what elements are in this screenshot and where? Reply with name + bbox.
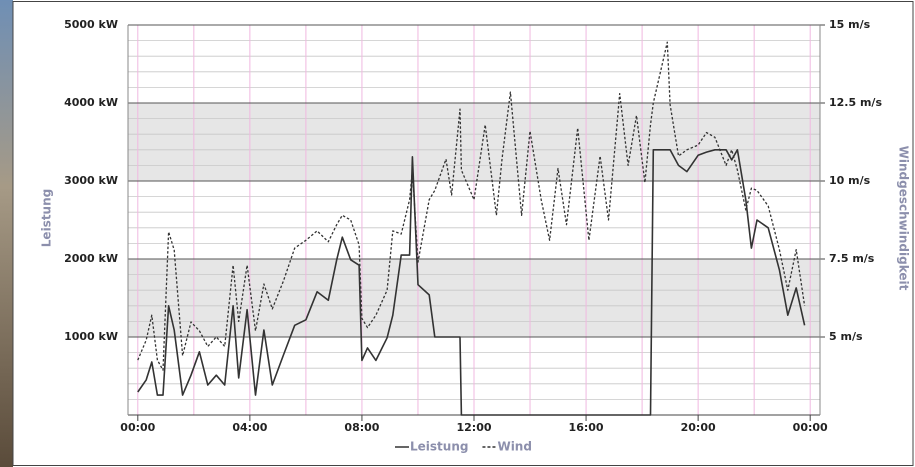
x-tick-label: 20:00 — [681, 421, 716, 434]
x-tick-label: 12:00 — [456, 421, 491, 434]
x-tick-label: 08:00 — [344, 421, 379, 434]
y-tick-label: 4000 kW — [64, 96, 118, 109]
legend-label: Leistung — [410, 440, 468, 454]
y-tick-label: 1000 kW — [64, 330, 118, 343]
y-axis-label: Leistung — [40, 189, 54, 247]
x-tick-label: 04:00 — [232, 421, 267, 434]
x-tick-label: 00:00 — [793, 421, 828, 434]
x-tick-label: 00:00 — [120, 421, 155, 434]
y2-tick-label: 5 m/s — [829, 330, 863, 343]
y2-tick-label: 7.5 m/s — [829, 252, 875, 265]
y-tick-label: 3000 kW — [64, 174, 118, 187]
series-line — [137, 41, 806, 371]
frame — [12, 1, 914, 466]
y-tick-label: 2000 kW — [64, 252, 118, 265]
y2-tick-label: 15 m/s — [829, 18, 871, 31]
y2-axis-label: Windgeschwindigkeit — [897, 146, 911, 291]
y2-tick-label: 10 m/s — [829, 174, 871, 187]
y-tick-label: 5000 kW — [64, 18, 118, 31]
x-tick-label: 16:00 — [569, 421, 604, 434]
legend-label: Wind — [497, 440, 531, 454]
y2-tick-label: 12.5 m/s — [829, 96, 882, 109]
series-line — [137, 149, 806, 416]
background-photo — [0, 0, 13, 467]
